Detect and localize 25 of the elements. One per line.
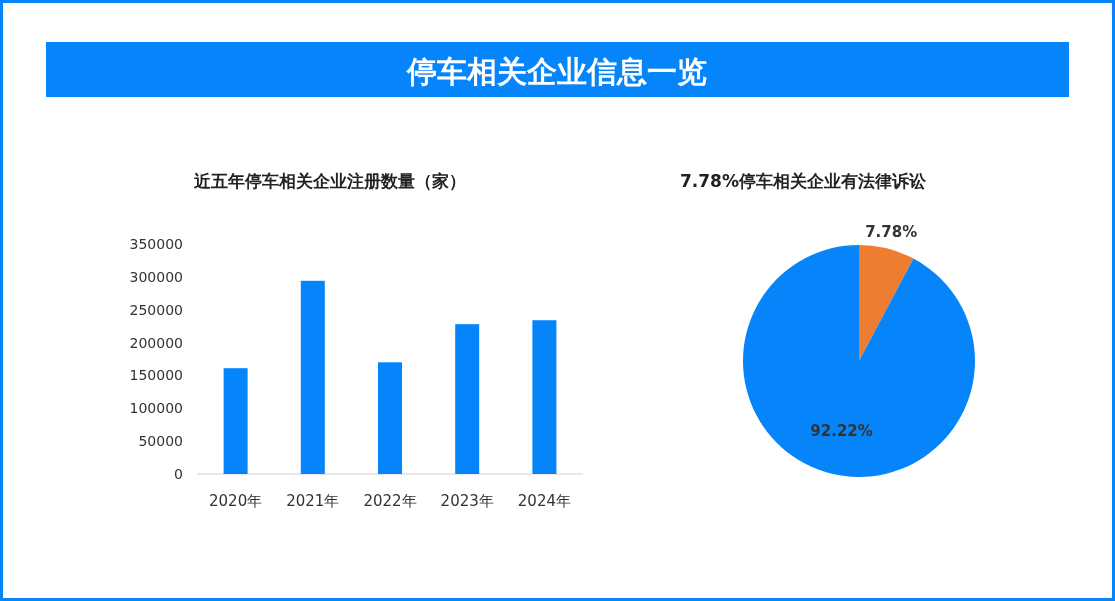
y-tick-label: 200000 bbox=[129, 334, 183, 351]
x-tick-label: 2022年 bbox=[363, 492, 417, 510]
y-tick-label: 0 bbox=[174, 466, 183, 482]
chart-title: 近五年停车相关企业注册数量（家） bbox=[193, 171, 466, 191]
pie-slice bbox=[743, 245, 975, 477]
x-tick-label: 2023年 bbox=[440, 492, 494, 510]
bar bbox=[455, 324, 480, 474]
y-tick-label: 100000 bbox=[129, 400, 183, 417]
y-tick-label: 150000 bbox=[129, 367, 183, 384]
pie-slice bbox=[859, 245, 914, 361]
bar bbox=[300, 280, 325, 474]
y-tick-label: 350000 bbox=[129, 236, 183, 252]
y-tick-label: 300000 bbox=[129, 268, 183, 285]
x-tick-label: 2021年 bbox=[286, 492, 340, 510]
y-tick-label: 50000 bbox=[138, 433, 183, 450]
x-tick-label: 2020年 bbox=[209, 492, 263, 510]
data-label: 7.78% bbox=[865, 222, 918, 241]
chart-title: 7.78%停车相关企业有法律诉讼 bbox=[680, 171, 927, 191]
text: 停车相关企业信息一览 bbox=[406, 54, 707, 89]
bar bbox=[378, 362, 402, 474]
y-tick-label: 250000 bbox=[129, 301, 183, 318]
bar bbox=[532, 320, 557, 474]
bar bbox=[223, 368, 248, 474]
x-tick-label: 2024年 bbox=[517, 492, 571, 510]
data-label: 92.22% bbox=[810, 421, 873, 440]
